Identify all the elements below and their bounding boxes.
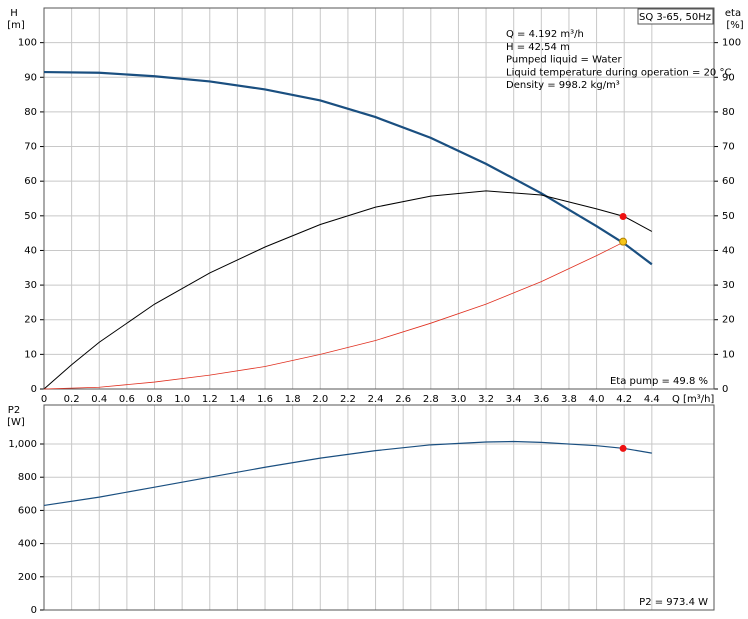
- annotation: Liquid temperature during operation = 20…: [506, 67, 731, 78]
- y-axis-label: H: [10, 8, 18, 19]
- y-tick-label: 40: [24, 245, 37, 256]
- x-tick-label: 0.4: [91, 394, 107, 405]
- y2-tick-label: 20: [722, 315, 735, 326]
- operating-point: [619, 213, 627, 221]
- operating-point: [619, 444, 627, 452]
- x-tick-label: 2.0: [312, 394, 328, 405]
- y2-tick-label: 100: [722, 38, 741, 49]
- y2-tick-label: 50: [722, 211, 735, 222]
- plot-frame: [43, 404, 715, 611]
- footnote: P2 = 973.4 W: [639, 597, 708, 608]
- y-tick-label: 50: [24, 211, 37, 222]
- x-tick-label: 1.6: [257, 394, 273, 405]
- x-tick-label: 2.6: [395, 394, 411, 405]
- y-tick-label: 60: [24, 176, 37, 187]
- curve: [43, 241, 625, 390]
- annotation: H = 42.54 m: [506, 42, 570, 53]
- y-tick-label: 80: [24, 107, 37, 118]
- y2-tick-label: 70: [722, 142, 735, 153]
- y-tick-label: 0: [31, 605, 37, 616]
- operating-point: [619, 237, 628, 246]
- y2-axis-label: eta: [725, 8, 741, 19]
- footnote: Eta pump = 49.8 %: [610, 376, 708, 387]
- title-box: [637, 8, 714, 25]
- x-tick-label: 4.0: [589, 394, 605, 405]
- y2-tick-label: 10: [722, 349, 735, 360]
- y-tick-label: 70: [24, 142, 37, 153]
- x-tick-label: 3.2: [478, 394, 494, 405]
- x-tick-label: 0.2: [64, 394, 80, 405]
- curve: [43, 190, 653, 390]
- y-tick-label: 100: [18, 38, 37, 49]
- y-tick-label: 600: [18, 505, 37, 516]
- annotation: Q = 4.192 m³/h: [506, 29, 584, 40]
- annotation: Pumped liquid = Water: [506, 55, 623, 66]
- x-tick-label: 0.6: [119, 394, 135, 405]
- y2-tick-label: 60: [722, 176, 735, 187]
- y2-tick-label: 0: [722, 384, 728, 395]
- y-tick-label: 1,000: [8, 439, 37, 450]
- y-axis-label: P2: [8, 405, 20, 416]
- x-axis-label: Q [m³/h]: [672, 394, 714, 405]
- y2-tick-label: 30: [722, 280, 735, 291]
- x-tick-label: 3.8: [561, 394, 577, 405]
- y-tick-label: 800: [18, 472, 37, 483]
- x-tick-label: 1.0: [174, 394, 190, 405]
- curve: [43, 70, 653, 266]
- y2-axis-unit: [%]: [726, 20, 743, 31]
- y-tick-label: 400: [18, 539, 37, 550]
- x-tick-label: 1.8: [285, 394, 301, 405]
- x-tick-label: 4.4: [644, 394, 660, 405]
- y-tick-label: 90: [24, 72, 37, 83]
- y2-tick-label: 40: [722, 245, 735, 256]
- y-tick-label: 20: [24, 315, 37, 326]
- x-tick-label: 1.4: [229, 394, 245, 405]
- y2-tick-label: 80: [722, 107, 735, 118]
- x-tick-label: 2.8: [423, 394, 439, 405]
- x-tick-label: 3.0: [450, 394, 466, 405]
- plot-frame: [43, 7, 715, 390]
- x-tick-label: 3.6: [533, 394, 549, 405]
- x-tick-label: 4.2: [616, 394, 632, 405]
- x-tick-label: 3.4: [506, 394, 522, 405]
- chart-title: SQ 3-65, 50Hz: [639, 12, 711, 23]
- x-tick-label: 2.2: [340, 394, 356, 405]
- x-tick-label: 0.8: [147, 394, 163, 405]
- x-tick-label: 1.2: [202, 394, 218, 405]
- x-tick-label: 2.4: [368, 394, 384, 405]
- y-tick-label: 200: [18, 572, 37, 583]
- x-tick-label: 0: [41, 394, 47, 405]
- y2-tick-label: 90: [722, 72, 735, 83]
- y-tick-label: 0: [31, 384, 37, 395]
- curve: [43, 440, 652, 507]
- annotation: Density = 998.2 kg/m³: [506, 80, 620, 91]
- y-axis-unit: [W]: [7, 417, 25, 428]
- y-tick-label: 10: [24, 349, 37, 360]
- y-tick-label: 30: [24, 280, 37, 291]
- y-axis-unit: [m]: [7, 20, 25, 31]
